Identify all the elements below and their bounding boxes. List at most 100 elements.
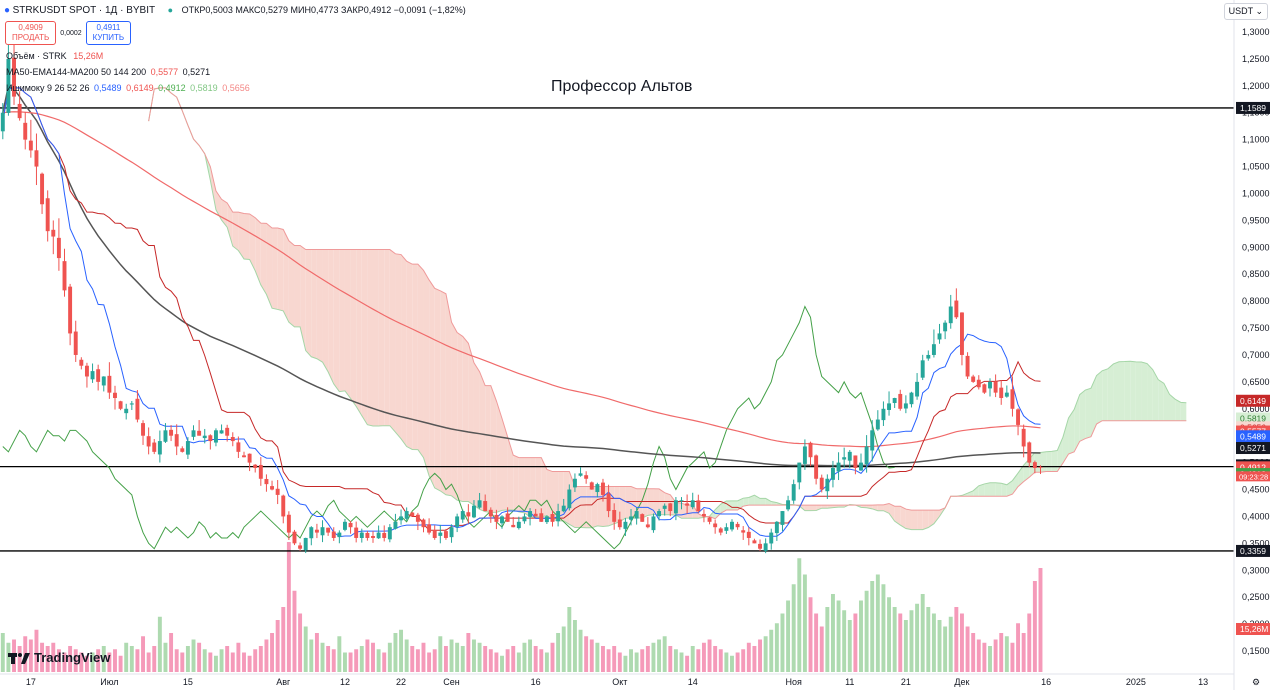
volume-bar xyxy=(645,646,650,672)
cloud-segment xyxy=(580,486,587,528)
volume-bar xyxy=(365,639,370,672)
candle-body xyxy=(690,500,695,508)
volume-bar xyxy=(253,649,258,672)
symbol-title[interactable]: STRKUSDT SPOT · 1Д · BYBIT xyxy=(12,5,156,16)
candle-body xyxy=(219,430,224,434)
tradingview-logo[interactable]: TradingView xyxy=(8,650,110,665)
volume-bar xyxy=(219,649,224,672)
volume-bar xyxy=(780,613,785,672)
volume-bar xyxy=(129,646,134,672)
sell-button[interactable]: 0,4909 ПРОДАТЬ xyxy=(5,21,57,45)
indicator-price-text: 0,5819 xyxy=(1240,414,1266,424)
x-tick-label: 12 xyxy=(340,677,350,687)
volume-legend-value: 15,26M xyxy=(73,51,104,61)
candle-body xyxy=(163,430,168,442)
volume-bar xyxy=(567,607,572,672)
candle-body xyxy=(572,478,577,488)
volume-legend[interactable]: Объём · STRK 15,26M xyxy=(6,51,103,61)
volume-bar xyxy=(735,652,740,672)
time-axis: 17 Июл 15 Авг 12 22 Сен 16 Окт 14 Ноя 11 21 Дек 16 2025… xyxy=(0,673,1260,687)
cloud-segment xyxy=(1135,361,1142,421)
volume-bar xyxy=(393,633,398,672)
candle-body xyxy=(623,521,628,529)
cloud-segment xyxy=(473,362,480,510)
volume-bar xyxy=(606,649,611,672)
volume-bar xyxy=(825,607,830,672)
cloud-segment xyxy=(434,288,441,491)
candle-body xyxy=(90,371,95,380)
volume-legend-label: Объём · STRK xyxy=(6,51,67,61)
cloud-segment xyxy=(546,469,553,520)
y-tick-label: 1,3000 xyxy=(1242,27,1270,37)
cloud-segment xyxy=(995,482,1002,497)
volume-bar xyxy=(1021,633,1026,672)
volume-bar xyxy=(152,646,157,672)
candle-body xyxy=(870,430,875,451)
candle-body xyxy=(393,521,398,529)
currency-selector[interactable]: USDT ⌄ xyxy=(1223,3,1268,20)
countdown-text: 09:23:28 xyxy=(1239,472,1268,481)
candle-body xyxy=(1016,409,1021,425)
indicator-price-text: 0,5271 xyxy=(1240,443,1266,453)
candle-body xyxy=(668,503,673,512)
candle-body xyxy=(174,434,179,447)
candle-body xyxy=(421,519,426,528)
cloud-segment xyxy=(316,249,323,363)
candle-body xyxy=(84,365,89,377)
volume-bar xyxy=(6,642,11,672)
x-tick-label: 11 xyxy=(845,677,854,687)
candle-body xyxy=(264,478,269,485)
cloud-segment xyxy=(1001,483,1007,497)
cloud-segment xyxy=(743,497,749,507)
cloud-segment xyxy=(243,213,250,260)
candle-body xyxy=(931,344,936,355)
cloud-segment xyxy=(894,506,901,526)
cloud-segment xyxy=(1079,390,1086,442)
volume-bar xyxy=(157,616,162,672)
candle-body xyxy=(634,511,639,519)
candle-body xyxy=(56,237,61,259)
chart-annotation[interactable]: Профессор Альтов xyxy=(551,78,693,95)
candle-body xyxy=(309,527,314,539)
volume-bar xyxy=(965,626,970,672)
x-tick-label: 22 xyxy=(396,677,406,687)
cloud-segment xyxy=(513,455,519,512)
volume-bar xyxy=(230,652,235,672)
ichimoku-value-4: 0,5819 xyxy=(190,83,218,93)
buy-button[interactable]: 0,4911 КУПИТЬ xyxy=(85,21,132,45)
volume-bar xyxy=(847,620,852,672)
candle-body xyxy=(561,505,566,512)
volume-bar xyxy=(887,597,892,672)
volume-bar xyxy=(1038,568,1043,672)
level-price-tag xyxy=(1236,544,1270,557)
cloud-segment xyxy=(485,385,491,513)
volume-bar xyxy=(242,652,246,672)
volume-bar xyxy=(438,636,443,672)
volume-bar xyxy=(73,649,78,672)
cloud-segment xyxy=(1062,417,1069,464)
ma-legend[interactable]: MA50-EMA144-MA200 50 144 200 0,5577 0,52… xyxy=(6,67,210,77)
y-tick-label: 0,3500 xyxy=(1242,538,1270,548)
volume-bar xyxy=(516,652,521,672)
volume-bar xyxy=(460,646,465,672)
candle-body xyxy=(191,430,196,437)
volume-bar xyxy=(786,600,791,672)
cloud-segment xyxy=(260,223,267,295)
volume-bar xyxy=(359,646,364,672)
candle-body xyxy=(673,500,678,514)
cloud-segment xyxy=(490,385,497,513)
symbol-dot-icon: ● xyxy=(4,5,11,16)
volume-bar xyxy=(40,642,45,672)
ichimoku-legend[interactable]: Ишимоку 9 26 52 26 0,5489 0,6149 0,4912 … xyxy=(6,83,250,93)
volume-bar xyxy=(679,652,684,672)
volume-bar xyxy=(718,649,723,672)
y-tick-label: 1,2500 xyxy=(1242,54,1270,64)
candle-body xyxy=(483,501,488,512)
candle-body xyxy=(107,375,112,393)
volume-bar xyxy=(309,639,314,672)
candle-body xyxy=(146,436,151,447)
volume-bar xyxy=(791,584,796,672)
volume-bar xyxy=(1016,623,1021,672)
candle-body xyxy=(28,140,33,151)
